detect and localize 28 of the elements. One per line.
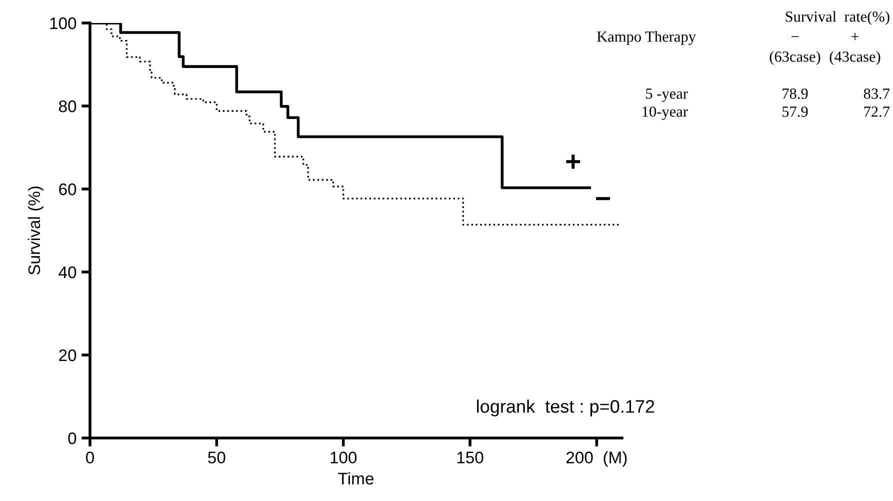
series-label: −: [596, 197, 610, 200]
annotation: logrank test : p=0.172: [477, 400, 654, 416]
text: 72.7: [864, 106, 890, 117]
text: 10-year: [642, 106, 688, 120]
text: (63case): [770, 51, 820, 65]
x-axis-title: Time: [338, 472, 374, 485]
y-tick-label: 20: [59, 349, 76, 362]
x-tick-label: 50: [208, 452, 226, 464]
y-tick-label: 100: [50, 17, 76, 30]
y-tick-label: 0: [68, 432, 76, 444]
text: 57.9: [782, 106, 808, 117]
y-tick-label: 80: [58, 100, 76, 112]
text: +: [851, 33, 859, 40]
x-tick-label: 200 (M): [566, 451, 627, 467]
y-tick-label: 60: [59, 183, 76, 196]
y-axis-title: Survival (%): [28, 186, 44, 275]
text: −: [791, 36, 799, 37]
text: (43case): [830, 51, 880, 65]
x-tick-label: 0: [86, 452, 94, 464]
x-tick-label: 100: [330, 452, 357, 464]
text: Survival rate(%): [786, 11, 890, 25]
x-tick-label: 150: [457, 452, 484, 464]
series-label: +: [566, 154, 580, 169]
y-tick-label: 40: [58, 266, 76, 278]
text: 78.9: [782, 88, 808, 99]
annotation: Kampo Therapy: [597, 31, 696, 45]
text: 83.7: [864, 88, 890, 99]
text: 5 -year: [646, 88, 688, 102]
